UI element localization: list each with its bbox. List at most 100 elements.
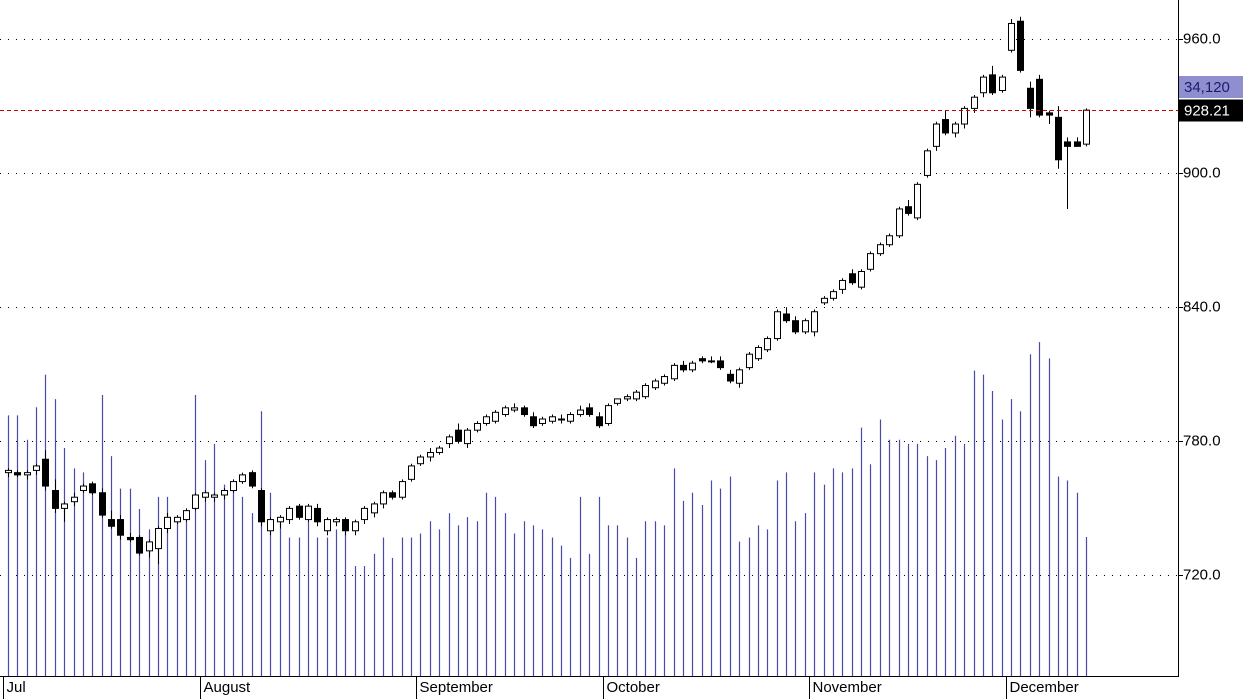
candle-body [886, 235, 893, 246]
candle-body [164, 516, 171, 530]
candle-body [774, 311, 781, 340]
candle-body [652, 380, 659, 389]
candle-body [708, 360, 715, 363]
candle-body [258, 490, 265, 523]
candle-body [183, 510, 190, 521]
candle-body [821, 297, 828, 304]
candle-body [492, 411, 499, 422]
candle-body [267, 519, 274, 532]
candle-body [699, 358, 706, 362]
candle-body [792, 320, 799, 333]
candle-body [380, 492, 387, 505]
candle-body [483, 416, 490, 424]
candle-body [755, 346, 762, 360]
candle-body [905, 206, 912, 214]
candle-body [436, 447, 443, 454]
candle-body [371, 503, 378, 514]
candle-body [202, 492, 209, 498]
volume-label-box [1179, 76, 1243, 98]
candle-body [858, 271, 865, 288]
candle-body [427, 452, 434, 458]
candle-body [14, 472, 21, 476]
candle-body [99, 492, 106, 516]
candle-body [89, 483, 96, 494]
candle-body [671, 364, 678, 380]
candle-body [1055, 116, 1062, 161]
candle-body [717, 360, 724, 369]
candle-body [342, 519, 349, 532]
last-price-label: 928.21 [1184, 102, 1230, 119]
candle-body [117, 519, 124, 536]
candle-body [1074, 141, 1081, 147]
candle-body [230, 481, 237, 492]
candle-body [605, 405, 612, 424]
candle-body [417, 456, 424, 465]
candle-body [286, 507, 293, 521]
candle-body [174, 516, 181, 523]
candle-body [108, 519, 115, 527]
candle-body [961, 107, 968, 125]
candle-body [680, 364, 687, 371]
y-tick-label: 720.0 [1183, 566, 1221, 583]
candle-body [1064, 141, 1071, 147]
candle-body [455, 429, 462, 442]
candle-body [586, 407, 593, 416]
candle-body [689, 362, 696, 371]
x-tick-label: Jul [7, 679, 26, 696]
candle-body [1027, 87, 1034, 109]
candle-body [146, 541, 153, 552]
candle-body [867, 253, 874, 270]
candle-body [324, 519, 331, 532]
candle-body [511, 407, 518, 411]
candle-body [296, 505, 303, 518]
last-price-box [1179, 99, 1243, 122]
candle-body [239, 474, 246, 483]
candle-body [896, 208, 903, 237]
candle-body [596, 416, 603, 427]
candle-body [980, 76, 987, 94]
candle-body [1046, 112, 1053, 116]
candle-body [830, 291, 837, 299]
candle-body [736, 369, 743, 384]
candle-body [211, 494, 218, 498]
candle-body [464, 429, 471, 445]
candle-body [914, 183, 921, 219]
x-tick-label: September [420, 679, 493, 696]
candle-body [71, 496, 78, 503]
candle-body [1083, 109, 1090, 145]
candle-body [624, 396, 631, 400]
candle-body [1036, 78, 1043, 116]
candle-body [549, 416, 556, 422]
candle-body [52, 490, 59, 509]
candle-body [42, 458, 49, 487]
candle-body [61, 503, 68, 509]
candle-body [989, 74, 996, 94]
candle-body [924, 150, 931, 176]
x-tick-label: November [813, 679, 882, 696]
candle-body [952, 123, 959, 134]
candle-body [127, 536, 134, 541]
y-tick-label: 960.0 [1183, 30, 1221, 47]
candle-body [155, 528, 162, 550]
candle-body [727, 373, 734, 382]
x-tick-label: October [607, 679, 660, 696]
candle-body [521, 407, 528, 416]
candle-body [614, 398, 621, 404]
candle-body [399, 481, 406, 498]
candle-body [539, 418, 546, 424]
candle-body [849, 273, 856, 284]
candle-body [839, 279, 846, 290]
candle-body [446, 436, 453, 445]
candle-body [333, 519, 340, 523]
candle-body [577, 409, 584, 416]
candle-body [502, 407, 509, 416]
candle-body [971, 96, 978, 109]
y-tick-label: 780.0 [1183, 432, 1221, 449]
candle-body [5, 469, 12, 474]
candle-body [80, 485, 87, 492]
candle-body [877, 244, 884, 255]
candle-body [136, 536, 143, 554]
